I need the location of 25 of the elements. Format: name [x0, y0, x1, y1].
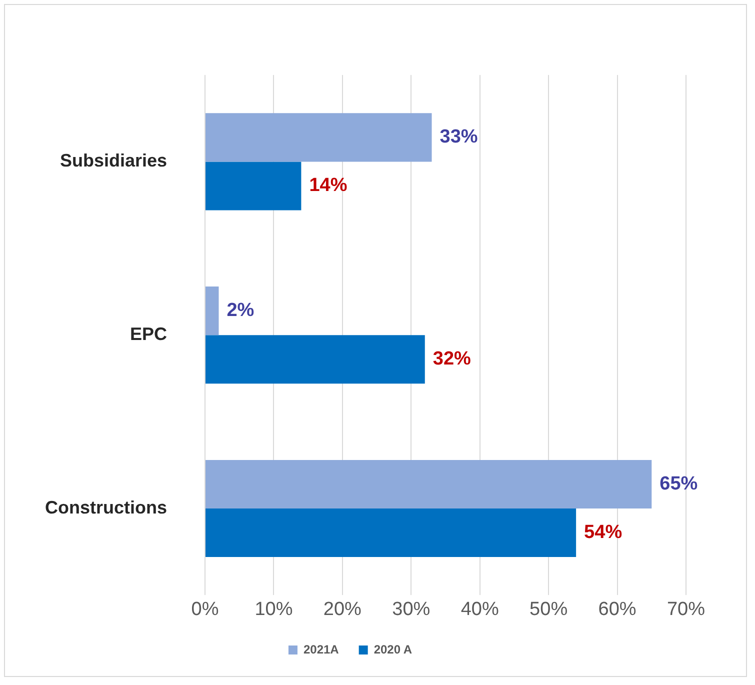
bar	[206, 508, 576, 558]
x-tick-label: 70%	[666, 598, 706, 620]
legend-label: 2020 A	[374, 642, 412, 656]
bar	[206, 162, 302, 210]
x-tick-label: 0%	[191, 598, 219, 620]
bar	[206, 460, 652, 508]
x-tick-label: 50%	[530, 598, 568, 620]
bar	[206, 335, 425, 384]
bar	[206, 286, 219, 336]
x-tick-label: 60%	[598, 598, 636, 620]
data-label: 65%	[660, 473, 698, 494]
bar	[206, 113, 432, 162]
data-label: 54%	[584, 522, 622, 544]
y-tick-label: Subsidiaries	[60, 150, 167, 171]
data-label: 2%	[226, 300, 254, 322]
x-tick-label: 40%	[460, 598, 499, 620]
legend-label: 2021A	[303, 642, 340, 656]
x-tick-label: 30%	[392, 598, 430, 620]
x-tick-label: 20%	[323, 598, 362, 620]
x-tick-label: 10%	[254, 598, 293, 620]
y-tick-label: Constructions	[44, 497, 167, 518]
data-label: 33%	[440, 126, 478, 148]
data-label: 32%	[432, 348, 472, 370]
y-tick-label: EPC	[130, 324, 167, 344]
data-label: 14%	[309, 175, 348, 196]
